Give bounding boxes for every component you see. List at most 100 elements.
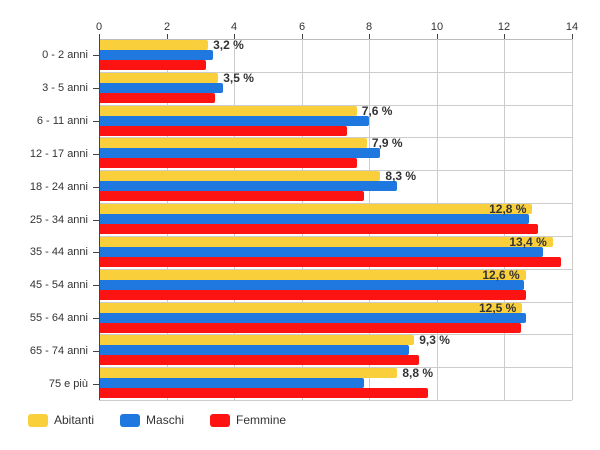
value-label: 13,4 % bbox=[509, 234, 547, 249]
y-axis-tick-mark bbox=[93, 252, 99, 253]
x-axis-tick-label: 8 bbox=[365, 21, 373, 33]
x-axis-tick-label: 2 bbox=[163, 21, 171, 33]
bar-abitanti bbox=[100, 73, 218, 83]
category-label: 12 - 17 anni bbox=[29, 147, 88, 160]
gridline-horizontal bbox=[99, 105, 572, 106]
x-axis-tick-mark bbox=[504, 34, 505, 39]
legend-item: Abitanti bbox=[28, 413, 94, 427]
x-axis-tick-label: 4 bbox=[230, 21, 238, 33]
bar-abitanti bbox=[100, 106, 357, 116]
value-label: 3,5 % bbox=[223, 70, 254, 85]
legend-swatch bbox=[120, 413, 141, 427]
category-label: 65 - 74 anni bbox=[29, 344, 88, 357]
gridline-vertical bbox=[572, 39, 573, 400]
value-label: 7,6 % bbox=[361, 103, 393, 118]
x-axis-line bbox=[99, 39, 572, 40]
bar-maschi bbox=[100, 378, 364, 388]
bar-femmine bbox=[100, 388, 428, 398]
x-axis-tick-mark bbox=[99, 34, 100, 39]
legend-swatch bbox=[210, 413, 231, 427]
category-label: 25 - 34 anni bbox=[29, 213, 88, 226]
bar-femmine bbox=[100, 355, 419, 365]
category-label: 3 - 5 anni bbox=[42, 82, 88, 95]
y-axis-tick-mark bbox=[93, 318, 99, 319]
gridline-horizontal bbox=[99, 400, 572, 401]
bar-femmine bbox=[100, 290, 526, 300]
bar-maschi bbox=[100, 280, 524, 290]
bar-abitanti bbox=[100, 303, 522, 313]
value-label: 8,8 % bbox=[402, 366, 433, 381]
category-label: 75 e più bbox=[48, 377, 88, 390]
y-axis-tick-mark bbox=[93, 384, 99, 385]
category-label: 45 - 54 anni bbox=[29, 279, 88, 292]
x-axis-tick-label: 12 bbox=[497, 21, 511, 33]
category-label: 55 - 64 anni bbox=[29, 311, 88, 324]
gridline-horizontal bbox=[99, 302, 572, 303]
y-axis-tick-mark bbox=[93, 88, 99, 89]
bar-femmine bbox=[100, 158, 357, 168]
category-label: 35 - 44 anni bbox=[29, 246, 88, 259]
bar-abitanti bbox=[100, 335, 414, 345]
bar-maschi bbox=[100, 116, 369, 126]
value-label: 12,6 % bbox=[482, 267, 520, 282]
bar-femmine bbox=[100, 60, 206, 70]
y-axis-tick-mark bbox=[93, 220, 99, 221]
x-axis-tick-mark bbox=[572, 34, 573, 39]
x-axis-tick-label: 14 bbox=[565, 21, 579, 33]
bar-maschi bbox=[100, 148, 380, 158]
value-label: 12,8 % bbox=[489, 202, 527, 217]
value-label: 3,2 % bbox=[213, 38, 244, 52]
bar-femmine bbox=[100, 191, 364, 201]
gridline-horizontal bbox=[99, 367, 572, 368]
legend-item: Femmine bbox=[210, 413, 286, 427]
category-label: 0 - 2 anni bbox=[42, 49, 88, 62]
gridline-horizontal bbox=[99, 334, 572, 335]
legend-item: Maschi bbox=[120, 413, 184, 427]
x-axis-tick-mark bbox=[234, 34, 235, 39]
gridline-horizontal bbox=[99, 137, 572, 138]
bar-maschi bbox=[100, 83, 223, 93]
category-label: 18 - 24 anni bbox=[29, 180, 88, 193]
bar-abitanti bbox=[100, 171, 380, 181]
legend-swatch bbox=[28, 413, 48, 427]
bar-abitanti bbox=[100, 368, 397, 378]
x-axis-tick-label: 0 bbox=[95, 21, 103, 33]
bar-maschi bbox=[100, 247, 543, 257]
bar-abitanti bbox=[100, 138, 367, 148]
bar-femmine bbox=[100, 93, 215, 103]
bar-abitanti bbox=[100, 270, 526, 280]
x-axis-tick-mark bbox=[167, 34, 168, 39]
legend-label: Abitanti bbox=[54, 413, 95, 427]
bar-maschi bbox=[100, 214, 529, 224]
value-label: 9,3 % bbox=[419, 333, 450, 348]
bar-femmine bbox=[100, 126, 347, 136]
x-axis-tick-mark bbox=[369, 34, 370, 39]
bar-abitanti bbox=[100, 237, 553, 247]
x-axis-tick-mark bbox=[302, 34, 303, 39]
gridline-horizontal bbox=[99, 170, 572, 171]
value-label: 8,3 % bbox=[385, 169, 417, 184]
y-axis-tick-mark bbox=[93, 121, 99, 122]
y-axis-tick-mark bbox=[93, 154, 99, 155]
bar-maschi bbox=[100, 50, 213, 60]
bar-abitanti bbox=[100, 204, 532, 214]
bar-femmine bbox=[100, 224, 538, 234]
x-axis-tick-mark bbox=[437, 34, 438, 39]
gridline-horizontal bbox=[99, 269, 572, 270]
y-axis-tick-mark bbox=[93, 55, 99, 56]
gridline-horizontal bbox=[99, 203, 572, 204]
gridline-horizontal bbox=[99, 236, 572, 237]
y-axis-tick-mark bbox=[93, 187, 99, 188]
x-axis-tick-label: 10 bbox=[430, 21, 444, 33]
y-axis-tick-mark bbox=[93, 351, 99, 352]
plot-area: 3,2 % 3,5 % 7,6 % 7,9 % 8,3 % 12,8 % 13,4 % 12,… bbox=[99, 38, 573, 401]
value-label: 7,9 % bbox=[371, 136, 403, 151]
bar-femmine bbox=[100, 257, 561, 267]
gridline-horizontal bbox=[99, 72, 572, 73]
bar-abitanti bbox=[100, 40, 208, 50]
legend: Abitanti Maschi Femmine bbox=[28, 413, 286, 427]
bar-maschi bbox=[100, 345, 409, 355]
value-label: 12,5 % bbox=[478, 300, 517, 315]
bar-maschi bbox=[100, 313, 526, 323]
